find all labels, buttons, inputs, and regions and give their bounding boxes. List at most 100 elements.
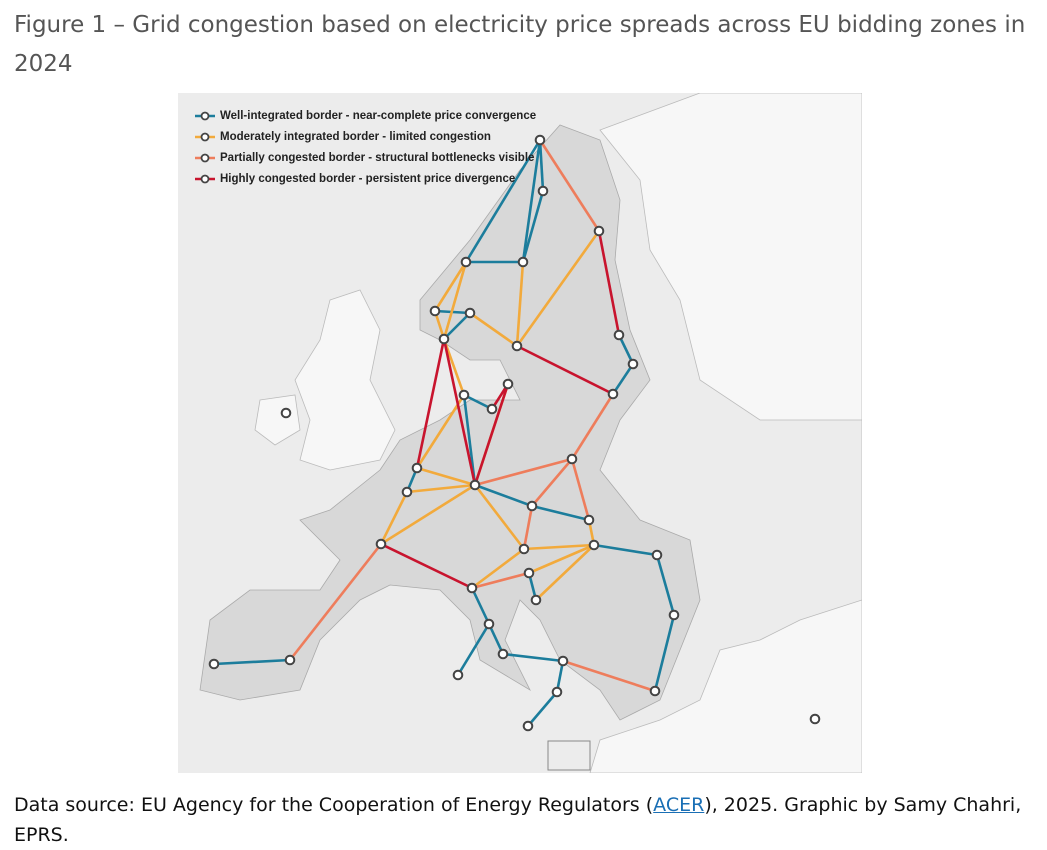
map: Well-integrated border - near-complete p… bbox=[178, 93, 862, 773]
border-link bbox=[535, 544, 595, 601]
border-link bbox=[502, 652, 564, 663]
border-link bbox=[653, 614, 676, 692]
border-link bbox=[531, 458, 573, 507]
border-link bbox=[406, 483, 476, 494]
zone-node bbox=[518, 543, 530, 555]
border-link bbox=[462, 394, 477, 486]
zone-node bbox=[452, 669, 464, 681]
figure-caption: Figure 1 – Grid congestion based on elec… bbox=[14, 12, 1026, 77]
border-link bbox=[415, 338, 446, 469]
border-link bbox=[562, 659, 656, 693]
eu-land bbox=[199, 124, 701, 721]
zone-node bbox=[511, 340, 523, 352]
border-link bbox=[593, 543, 658, 557]
border-link bbox=[570, 393, 615, 460]
border-link bbox=[515, 230, 601, 347]
border-link bbox=[470, 587, 491, 625]
zone-node bbox=[502, 378, 514, 390]
zone-node bbox=[809, 713, 821, 725]
legend-node bbox=[200, 111, 210, 121]
border-link bbox=[516, 344, 614, 396]
zone-node bbox=[464, 307, 476, 319]
source-text: ), 2025. Graphic by Samy Chahri, EPRS. bbox=[14, 794, 1022, 846]
border-link bbox=[433, 261, 468, 312]
border-link bbox=[521, 139, 542, 263]
border-link bbox=[597, 230, 621, 336]
zone-node bbox=[583, 514, 595, 526]
border-link bbox=[442, 338, 466, 396]
border-link bbox=[471, 571, 530, 590]
border-link bbox=[617, 334, 635, 365]
border-link bbox=[443, 312, 471, 340]
legend-node bbox=[200, 153, 210, 163]
border-link bbox=[442, 338, 477, 486]
zone-node bbox=[537, 185, 549, 197]
zone-node bbox=[557, 655, 569, 667]
zone-node bbox=[534, 134, 546, 146]
border-link bbox=[416, 466, 476, 487]
border-link bbox=[527, 691, 558, 727]
border-link bbox=[528, 543, 595, 575]
zone-node bbox=[593, 225, 605, 237]
border-link bbox=[471, 547, 525, 590]
zone-node bbox=[613, 329, 625, 341]
zone-node bbox=[401, 486, 413, 498]
border-link bbox=[521, 190, 545, 263]
border-link bbox=[380, 542, 473, 590]
zone-node bbox=[483, 618, 495, 630]
zone-node bbox=[588, 539, 600, 551]
border-link bbox=[379, 491, 409, 545]
border-link bbox=[464, 139, 542, 263]
border-link bbox=[570, 458, 591, 521]
source-link[interactable]: ACER bbox=[653, 794, 705, 816]
zone-node bbox=[526, 500, 538, 512]
zone-node bbox=[375, 538, 387, 550]
border-link bbox=[456, 623, 491, 676]
legend-label: Highly congested border - persistent pri… bbox=[220, 173, 515, 185]
border-link bbox=[380, 483, 476, 546]
border-link bbox=[415, 394, 466, 469]
zone-node bbox=[486, 403, 498, 415]
border-link bbox=[474, 483, 533, 508]
border-link bbox=[538, 139, 545, 192]
source-note: Data source: EU Agency for the Cooperati… bbox=[14, 790, 1039, 850]
zone-node bbox=[566, 453, 578, 465]
border-link bbox=[655, 554, 676, 616]
zone-node bbox=[469, 479, 481, 491]
border-link bbox=[487, 623, 505, 655]
zone-node bbox=[517, 256, 529, 268]
zone-node bbox=[649, 685, 661, 697]
zone-node bbox=[607, 388, 619, 400]
border-link bbox=[611, 363, 635, 395]
zone-node bbox=[651, 549, 663, 561]
border-link bbox=[442, 261, 468, 340]
legend-label: Well-integrated border - near-complete p… bbox=[220, 110, 536, 122]
border-link bbox=[523, 543, 595, 551]
border-link bbox=[288, 543, 383, 661]
border-link bbox=[538, 139, 601, 232]
zone-node bbox=[668, 609, 680, 621]
border-link bbox=[213, 658, 291, 666]
zone-node bbox=[460, 256, 472, 268]
legend-label: Partially congested border - structural … bbox=[220, 152, 534, 164]
zone-node bbox=[627, 358, 639, 370]
legend-label: Moderately integrated border - limited c… bbox=[220, 131, 491, 143]
zone-node bbox=[411, 462, 423, 474]
zone-node bbox=[551, 686, 563, 698]
inset-box bbox=[547, 740, 591, 771]
zone-node bbox=[438, 333, 450, 345]
zone-node bbox=[466, 582, 478, 594]
land bbox=[254, 93, 862, 773]
border-link bbox=[515, 261, 525, 347]
zone-node bbox=[280, 407, 292, 419]
zone-node bbox=[530, 594, 542, 606]
legend-node bbox=[200, 132, 210, 142]
zone-node bbox=[458, 389, 470, 401]
zone-node bbox=[284, 654, 296, 666]
zone-node bbox=[497, 648, 509, 660]
zone-node bbox=[429, 305, 441, 317]
zone-node bbox=[522, 720, 534, 732]
border-link bbox=[473, 383, 510, 486]
border-link bbox=[474, 457, 573, 487]
